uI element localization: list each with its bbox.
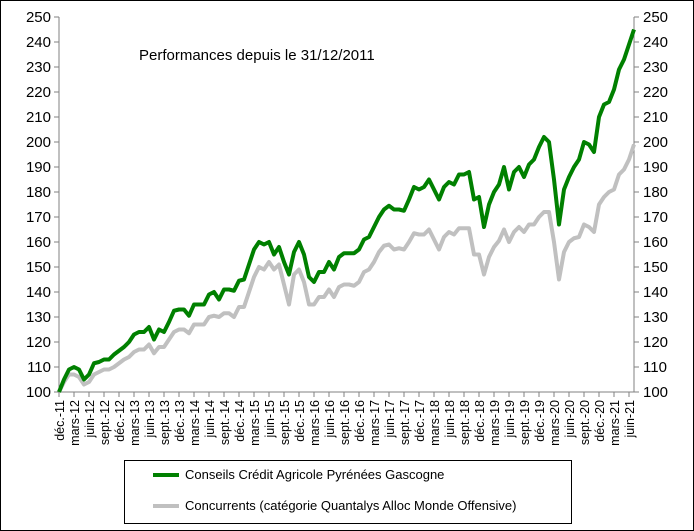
x-tick-label: déc.-11 (53, 400, 67, 441)
x-tick-label: déc.-15 (293, 400, 307, 442)
x-tick-label: mars-15 (248, 400, 262, 446)
x-tick-label: sept.-13 (158, 400, 172, 445)
x-tick-label: mars-12 (68, 400, 82, 446)
x-tick-label: sept.-20 (578, 400, 592, 445)
x-tick-label: juin-15 (263, 400, 277, 439)
x-tick-label: mars-16 (308, 400, 322, 446)
x-tick-label: juin-21 (623, 400, 637, 439)
y-tick-label: 170 (26, 209, 51, 226)
y-tick-label: 230 (26, 59, 51, 76)
x-tick-label: déc.-20 (593, 400, 607, 442)
y-tick-label: 130 (26, 309, 51, 326)
y-tick-label-right: 250 (643, 9, 668, 26)
x-tick-label: déc.-19 (533, 400, 547, 442)
y-tick-label: 140 (26, 284, 51, 301)
y-tick-label: 220 (26, 84, 51, 101)
x-tick-label: mars-19 (488, 400, 502, 446)
x-tick-label: sept.-15 (278, 400, 292, 445)
y-tick-label-right: 150 (643, 259, 668, 276)
y-tick-label-right: 220 (643, 84, 668, 101)
x-tick-label: juin-12 (83, 400, 97, 439)
y-tick-label-right: 240 (643, 34, 668, 51)
x-tick-label: mars-21 (608, 400, 622, 446)
y-tick-label-right: 200 (643, 134, 668, 151)
legend-label-green: Conseils Crédit Agricole Pyrénées Gascog… (185, 467, 445, 482)
x-tick-label: sept.-17 (398, 400, 412, 445)
x-tick-label: sept.-19 (518, 400, 532, 445)
x-tick-label: mars-14 (188, 400, 202, 446)
x-tick-label: juin-19 (503, 400, 517, 439)
x-tick-label: juin-18 (443, 400, 457, 439)
x-tick-label: mars-18 (428, 400, 442, 446)
x-tick-label: juin-17 (383, 400, 397, 439)
y-tick-label: 100 (26, 384, 51, 401)
x-tick-label: déc.-16 (353, 400, 367, 442)
x-tick-label: juin-16 (323, 400, 337, 439)
y-tick-label-right: 120 (643, 334, 668, 351)
legend-swatch-green (153, 472, 179, 477)
x-tick-label: déc.-14 (233, 400, 247, 442)
x-tick-label: déc.-17 (413, 400, 427, 442)
y-tick-label: 240 (26, 34, 51, 51)
y-tick-label-right: 130 (643, 309, 668, 326)
y-tick-label-right: 160 (643, 234, 668, 251)
y-tick-label: 180 (26, 184, 51, 201)
x-tick-label: déc.-12 (113, 400, 127, 442)
legend-item-green: Conseils Crédit Agricole Pyrénées Gascog… (153, 467, 444, 482)
legend-swatch-grey (153, 503, 179, 508)
y-tick-label: 250 (26, 9, 51, 26)
y-tick-label: 200 (26, 134, 51, 151)
y-tick-label: 190 (26, 159, 51, 176)
x-tick-label: sept.-14 (218, 400, 232, 445)
y-tick-label-right: 230 (643, 59, 668, 76)
chart-title: Performances depuis le 31/12/2011 (139, 47, 375, 64)
x-tick-label: mars-20 (548, 400, 562, 446)
x-tick-label: juin-20 (563, 400, 577, 439)
x-tick-label: mars-13 (128, 400, 142, 446)
y-tick-label: 150 (26, 259, 51, 276)
y-tick-label: 110 (27, 359, 51, 376)
y-tick-label-right: 140 (643, 284, 668, 301)
x-tick-label: déc.-13 (173, 400, 187, 442)
x-tick-label: sept.-18 (458, 400, 472, 445)
x-tick-label: déc.-18 (473, 400, 487, 442)
series-line-grey (57, 143, 636, 393)
x-tick-label: sept.-16 (338, 400, 352, 445)
x-tick-label: juin-13 (143, 400, 157, 439)
x-tick-label: mars-17 (368, 400, 382, 446)
legend: Conseils Crédit Agricole Pyrénées Gascog… (124, 460, 572, 524)
y-tick-label-right: 110 (643, 359, 667, 376)
legend-label-grey: Concurrents (catégorie Quantalys Alloc M… (185, 498, 517, 513)
y-tick-label-right: 170 (643, 209, 668, 226)
y-tick-label-right: 210 (643, 109, 668, 126)
y-tick-label-right: 190 (643, 159, 668, 176)
y-tick-label: 210 (26, 109, 51, 126)
series-line-green (57, 28, 636, 393)
y-tick-label: 120 (26, 334, 51, 351)
legend-item-grey: Concurrents (catégorie Quantalys Alloc M… (153, 498, 516, 513)
y-tick-label-right: 180 (643, 184, 668, 201)
x-tick-label: juin-14 (203, 400, 217, 439)
y-tick-label: 160 (26, 234, 51, 251)
x-tick-label: sept.-12 (98, 400, 112, 445)
y-tick-label-right: 100 (643, 384, 668, 401)
